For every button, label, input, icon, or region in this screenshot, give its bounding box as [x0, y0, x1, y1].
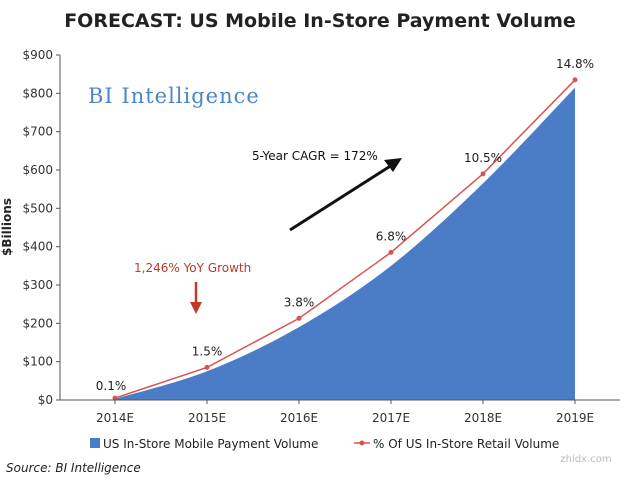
- y-tick-label: $300: [22, 278, 53, 292]
- x-axis: 2014E 2015E 2016E 2017E 2018E 2019E: [60, 399, 620, 425]
- line-point: [296, 315, 302, 321]
- y-tick-label: $700: [22, 125, 53, 139]
- watermark: zhidx.com: [560, 454, 611, 465]
- x-tick-label: 2017E: [372, 411, 410, 425]
- x-tick-label: 2015E: [188, 411, 226, 425]
- line-point: [480, 171, 486, 177]
- legend-label-retail: % Of US In-Store Retail Volume: [373, 437, 559, 451]
- data-label: 14.8%: [556, 57, 594, 71]
- plot-area: 0.1% 1.5% 3.8% 6.8% 10.5% 14.8%: [96, 57, 594, 401]
- y-tick-label: $800: [22, 86, 53, 100]
- source-note: Source: BI Intelligence: [6, 461, 141, 475]
- yoy-arrow-icon: [190, 282, 202, 314]
- data-label: 0.1%: [96, 379, 127, 393]
- y-tick-label: $500: [22, 201, 53, 215]
- line-point: [572, 77, 578, 83]
- legend-swatch-retail: [359, 440, 365, 446]
- y-axis: $0 $100 $200 $300 $400 $500 $600 $700 $800 $900: [22, 48, 61, 407]
- y-axis-label: $Billions: [0, 198, 14, 256]
- x-tick-label: 2016E: [280, 411, 318, 425]
- x-tick-label: 2019E: [556, 411, 594, 425]
- brand-annotation: BI Intelligence: [88, 84, 260, 108]
- legend-label-volume: US In-Store Mobile Payment Volume: [103, 437, 318, 451]
- legend-swatch-volume: [90, 438, 100, 448]
- area-series-volume: [115, 87, 575, 400]
- line-point: [204, 364, 210, 370]
- data-label: 10.5%: [464, 151, 502, 165]
- y-tick-label: $600: [22, 163, 53, 177]
- x-tick-label: 2014E: [96, 411, 134, 425]
- line-series-retail: [114, 79, 576, 399]
- line-point: [388, 249, 394, 255]
- y-tick-label: $900: [22, 48, 53, 62]
- cagr-arrow-icon: [289, 158, 402, 232]
- y-tick-label: $400: [22, 240, 53, 254]
- legend: US In-Store Mobile Payment Volume % Of U…: [90, 437, 559, 451]
- y-tick-label: $200: [22, 316, 53, 330]
- y-tick-label: $0: [38, 393, 53, 407]
- yoy-annotation: 1,246% YoY Growth: [134, 261, 251, 275]
- line-point: [112, 395, 118, 401]
- data-label: 3.8%: [284, 295, 315, 309]
- data-label: 6.8%: [376, 229, 407, 243]
- cagr-annotation: 5-Year CAGR = 172%: [252, 149, 378, 163]
- y-tick-label: $100: [22, 355, 53, 369]
- chart-title: FORECAST: US Mobile In-Store Payment Vol…: [64, 10, 576, 32]
- x-tick-label: 2018E: [464, 411, 502, 425]
- data-label: 1.5%: [192, 344, 223, 358]
